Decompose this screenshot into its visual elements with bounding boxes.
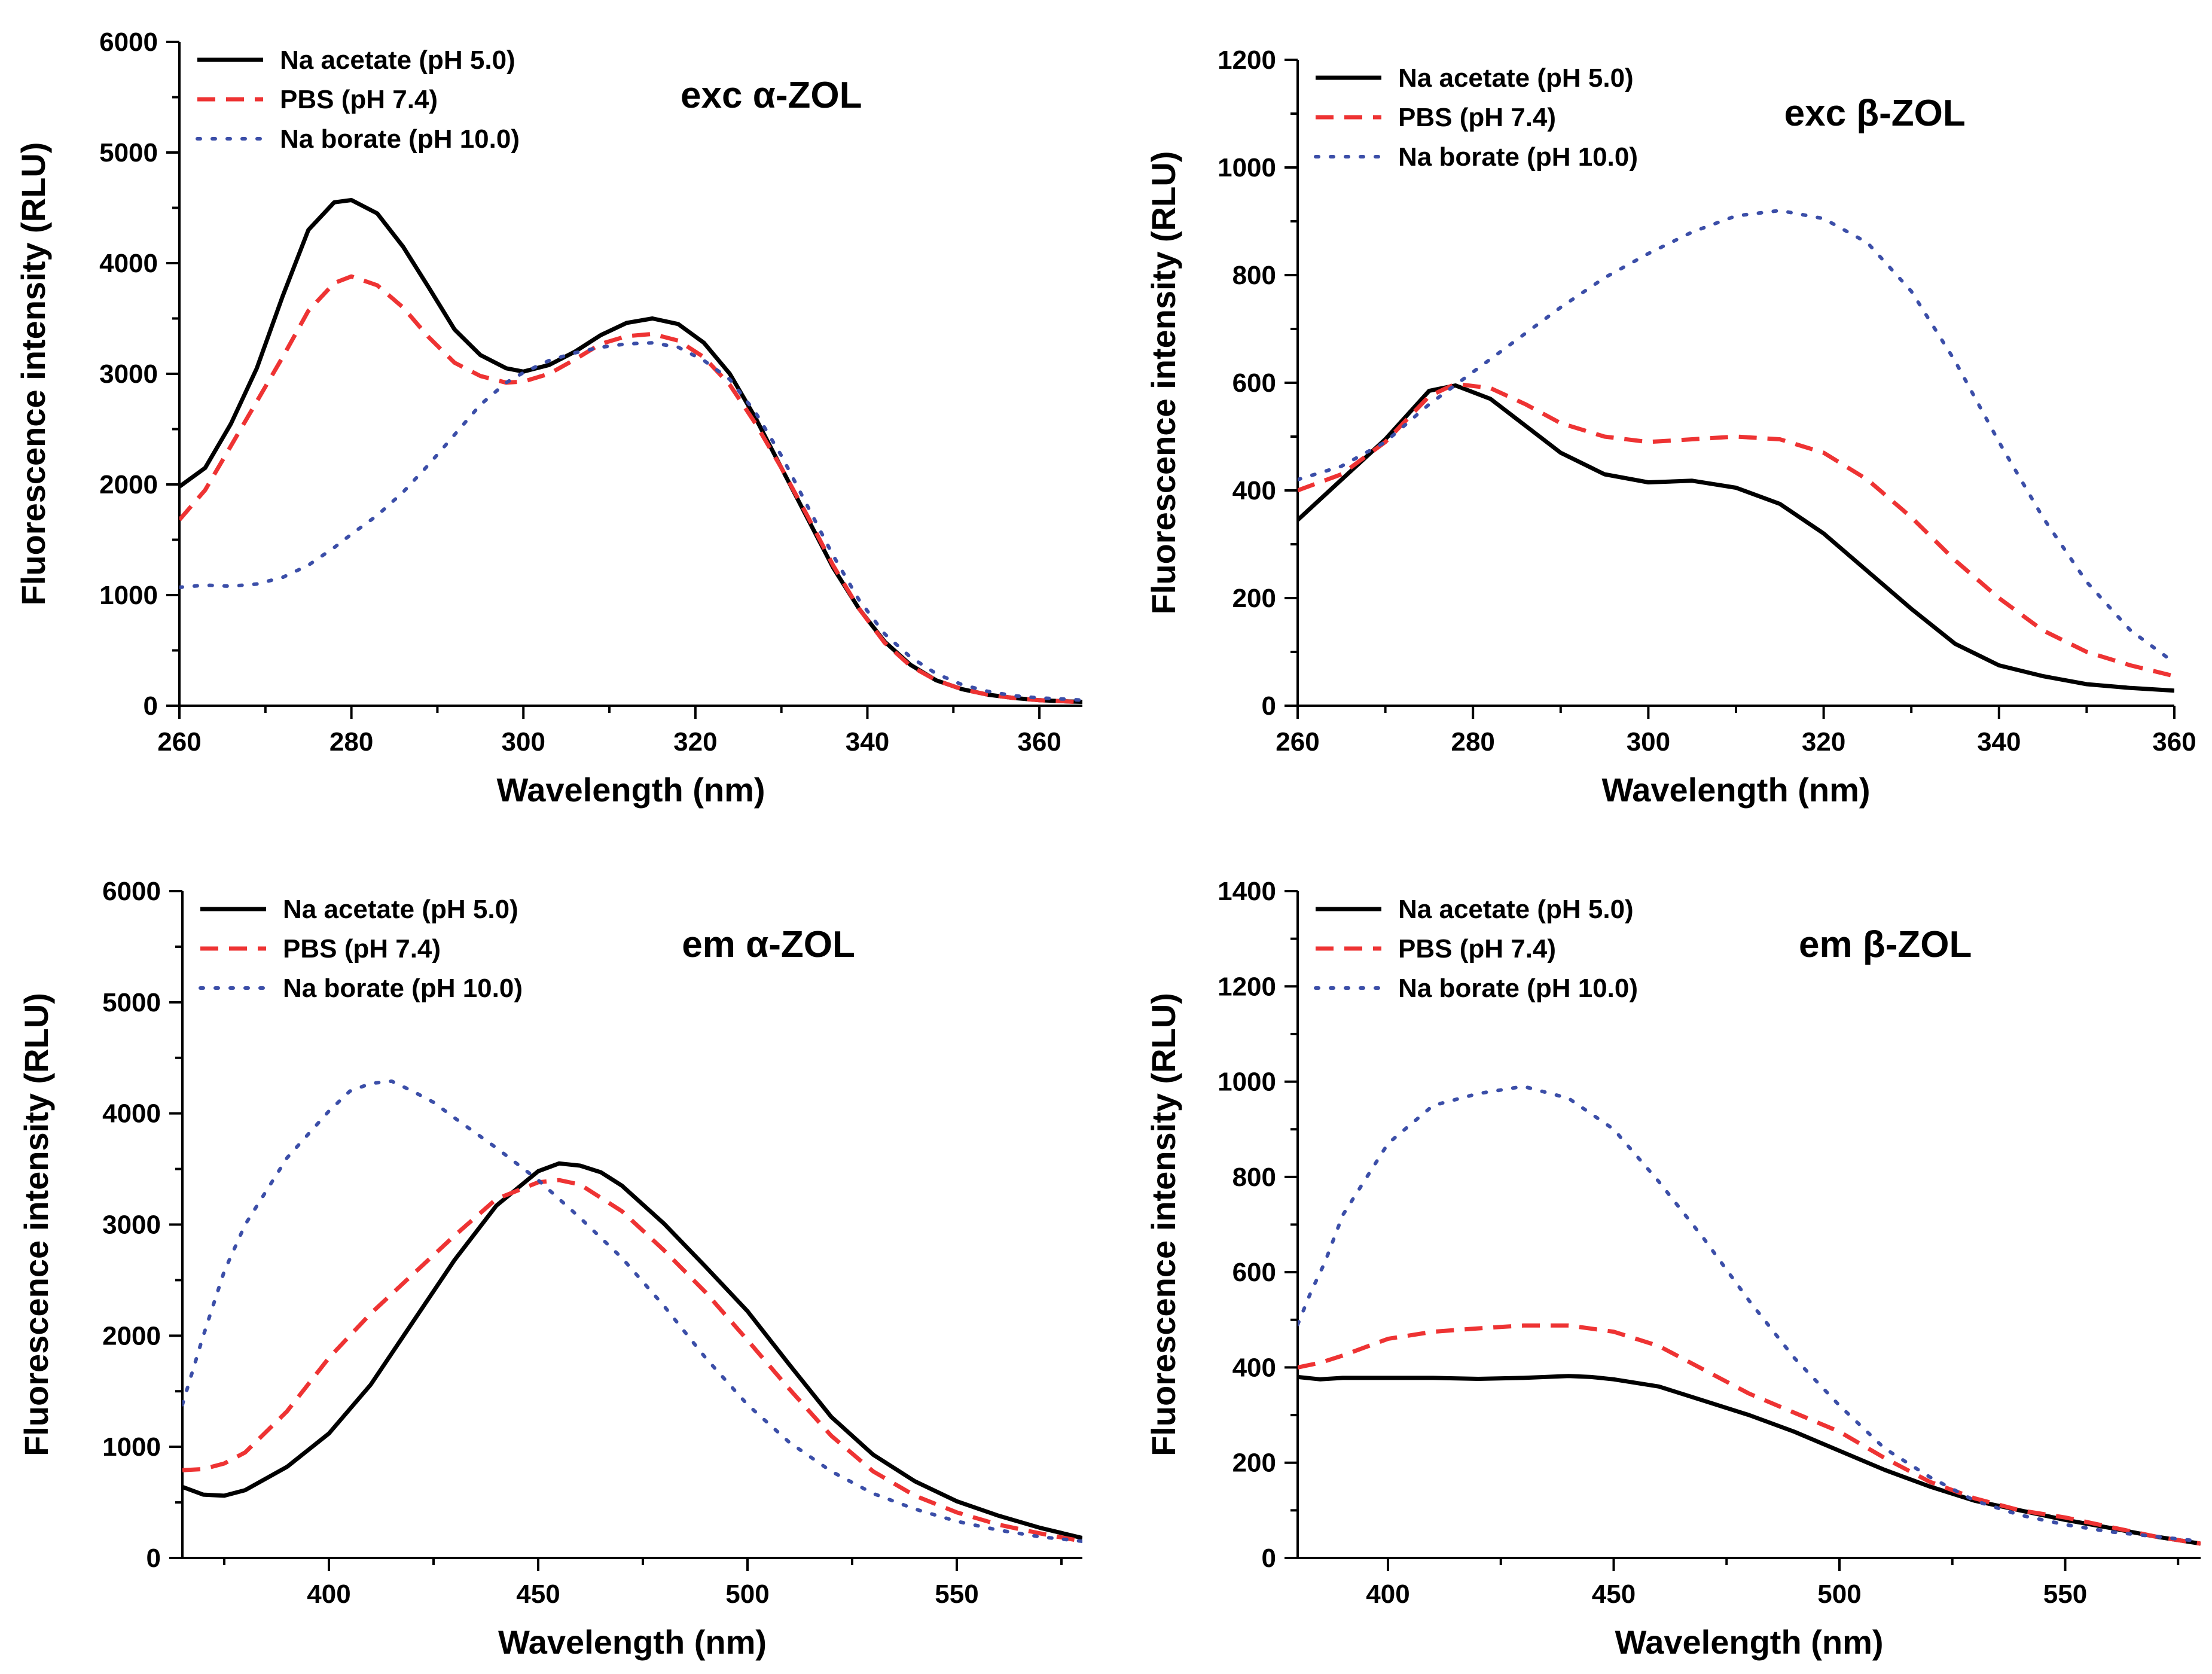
chart2-series-2-line xyxy=(182,1079,1082,1544)
chart0-y-axis-title: Fluorescence intensity (RLU) xyxy=(14,142,52,606)
panel-exc-beta-zol: 260 280 300 320 340 360 0 200 400 600 800 1000 1200 W… xyxy=(1145,45,2196,809)
chart0-x-tick-label: 320 xyxy=(673,727,717,757)
chart1-legend-label-2: Na borate (pH 10.0) xyxy=(1398,142,1638,172)
chart0-y-tick-label: 4000 xyxy=(99,249,158,278)
chart2-y-tick-label: 4000 xyxy=(102,1099,161,1129)
chart0-y-tick-label: 0 xyxy=(144,691,158,721)
chart0-y-tick-label: 3000 xyxy=(99,359,158,389)
chart0-y-tick-label: 1000 xyxy=(99,581,158,610)
panel-em-alpha-zol: 400 450 500 550 0 1000 2000 3000 4000 5000 6000 Wav… xyxy=(17,877,1082,1661)
chart1-series-1-line xyxy=(1298,382,2174,678)
chart3-y-tick-label: 1000 xyxy=(1218,1068,1276,1097)
chart2-legend-label-0: Na acetate (pH 5.0) xyxy=(283,895,518,924)
chart2-x-axis-title: Wavelength (nm) xyxy=(498,1623,767,1661)
chart0-title: exc α-ZOL xyxy=(681,75,862,116)
chart1-title: exc β-ZOL xyxy=(1784,93,1966,134)
chart0-legend-label-1: PBS (pH 7.4) xyxy=(280,85,438,114)
chart3-y-tick-label: 0 xyxy=(1262,1544,1276,1573)
chart3-legend-label-0: Na acetate (pH 5.0) xyxy=(1398,895,1634,924)
chart0-legend-label-0: Na acetate (pH 5.0) xyxy=(280,45,515,75)
chart3-x-tick-label: 450 xyxy=(1592,1580,1636,1609)
chart3-y-tick-label: 200 xyxy=(1232,1449,1276,1478)
chart1-x-tick-label: 300 xyxy=(1627,727,1670,757)
chart2-legend-label-1: PBS (pH 7.4) xyxy=(283,934,441,963)
chart2-y-axis-title: Fluorescence intensity (RLU) xyxy=(17,993,55,1456)
chart1-y-tick-label: 400 xyxy=(1232,476,1276,505)
chart2-x-tick-label: 450 xyxy=(516,1580,560,1609)
chart1-x-tick-label: 320 xyxy=(1802,727,1845,757)
chart0-y-tick-label: 5000 xyxy=(99,138,158,167)
chart0-x-tick-label: 280 xyxy=(329,727,373,757)
chart0-y-tick-label: 6000 xyxy=(99,28,158,57)
chart3-y-axis-title: Fluorescence intensity (RLU) xyxy=(1145,993,1182,1456)
chart3-legend-label-2: Na borate (pH 10.0) xyxy=(1398,974,1638,1003)
chart2-y-tick-label: 2000 xyxy=(102,1321,161,1350)
chart3-legend-label-1: PBS (pH 7.4) xyxy=(1398,934,1556,963)
chart1-x-tick-label: 340 xyxy=(1977,727,2021,757)
panel-em-beta-zol: 400 450 500 550 0 200 400 600 800 1000 1200 1400 Wav… xyxy=(1145,877,2201,1661)
chart2-x-tick-label: 400 xyxy=(307,1580,350,1609)
chart0-legend-label-2: Na borate (pH 10.0) xyxy=(280,124,520,154)
chart3-series-2-line xyxy=(1298,1084,2201,1544)
chart2-series-0-line xyxy=(182,1161,1082,1541)
chart2-x-tick-label: 500 xyxy=(725,1580,769,1609)
chart2-y-tick-label: 3000 xyxy=(102,1210,161,1240)
chart3-y-tick-label: 1200 xyxy=(1218,972,1276,1001)
chart1-y-tick-label: 600 xyxy=(1232,368,1276,398)
chart0-series-2-line xyxy=(179,341,1082,702)
chart1-y-tick-label: 800 xyxy=(1232,261,1276,290)
chart1-y-tick-label: 1000 xyxy=(1218,153,1276,182)
chart0-y-tick-label: 2000 xyxy=(99,470,158,499)
chart2-title: em α-ZOL xyxy=(682,924,855,965)
chart2-y-tick-label: 5000 xyxy=(102,988,161,1017)
chart0-x-tick-label: 260 xyxy=(157,727,201,757)
chart2-y-tick-label: 0 xyxy=(147,1544,161,1573)
chart3-x-tick-label: 400 xyxy=(1366,1580,1409,1609)
chart1-x-axis-title: Wavelength (nm) xyxy=(1601,771,1870,809)
chart1-y-tick-label: 200 xyxy=(1232,584,1276,613)
chart0-x-tick-label: 300 xyxy=(502,727,545,757)
chart0-x-tick-label: 340 xyxy=(846,727,889,757)
chart3-y-tick-label: 1400 xyxy=(1218,877,1276,906)
panel-exc-alpha-zol: 260 280 300 320 340 360 0 1000 2000 3000 4000 5000 6… xyxy=(14,28,1082,809)
chart0-x-tick-label: 360 xyxy=(1017,727,1061,757)
chart1-y-tick-label: 1200 xyxy=(1218,45,1276,75)
chart3-y-tick-label: 400 xyxy=(1232,1353,1276,1382)
chart3-y-tick-label: 800 xyxy=(1232,1163,1276,1192)
chart3-x-tick-label: 550 xyxy=(2043,1580,2087,1609)
chart3-y-tick-label: 600 xyxy=(1232,1258,1276,1287)
chart0-series-0-line xyxy=(179,198,1082,704)
chart1-y-tick-label: 0 xyxy=(1262,691,1276,721)
chart3-x-tick-label: 500 xyxy=(1817,1580,1861,1609)
chart3-series-1-line xyxy=(1298,1323,2201,1546)
chart1-x-tick-label: 260 xyxy=(1276,727,1319,757)
chart2-y-tick-label: 1000 xyxy=(102,1432,161,1462)
chart1-legend-label-1: PBS (pH 7.4) xyxy=(1398,103,1556,132)
chart2-y-tick-label: 6000 xyxy=(102,877,161,906)
chart1-y-axis-title: Fluorescence intensity (RLU) xyxy=(1145,151,1182,615)
chart2-legend-label-2: Na borate (pH 10.0) xyxy=(283,974,523,1003)
chart1-legend-label-0: Na acetate (pH 5.0) xyxy=(1398,63,1634,93)
chart3-title: em β-ZOL xyxy=(1799,924,1972,965)
chart2-series-1-line xyxy=(182,1178,1082,1544)
chart3-x-axis-title: Wavelength (nm) xyxy=(1615,1623,1883,1661)
chart2-x-tick-label: 550 xyxy=(935,1580,978,1609)
chart0-x-axis-title: Wavelength (nm) xyxy=(496,771,765,809)
chart1-x-tick-label: 360 xyxy=(2152,727,2196,757)
chart1-x-tick-label: 280 xyxy=(1451,727,1494,757)
